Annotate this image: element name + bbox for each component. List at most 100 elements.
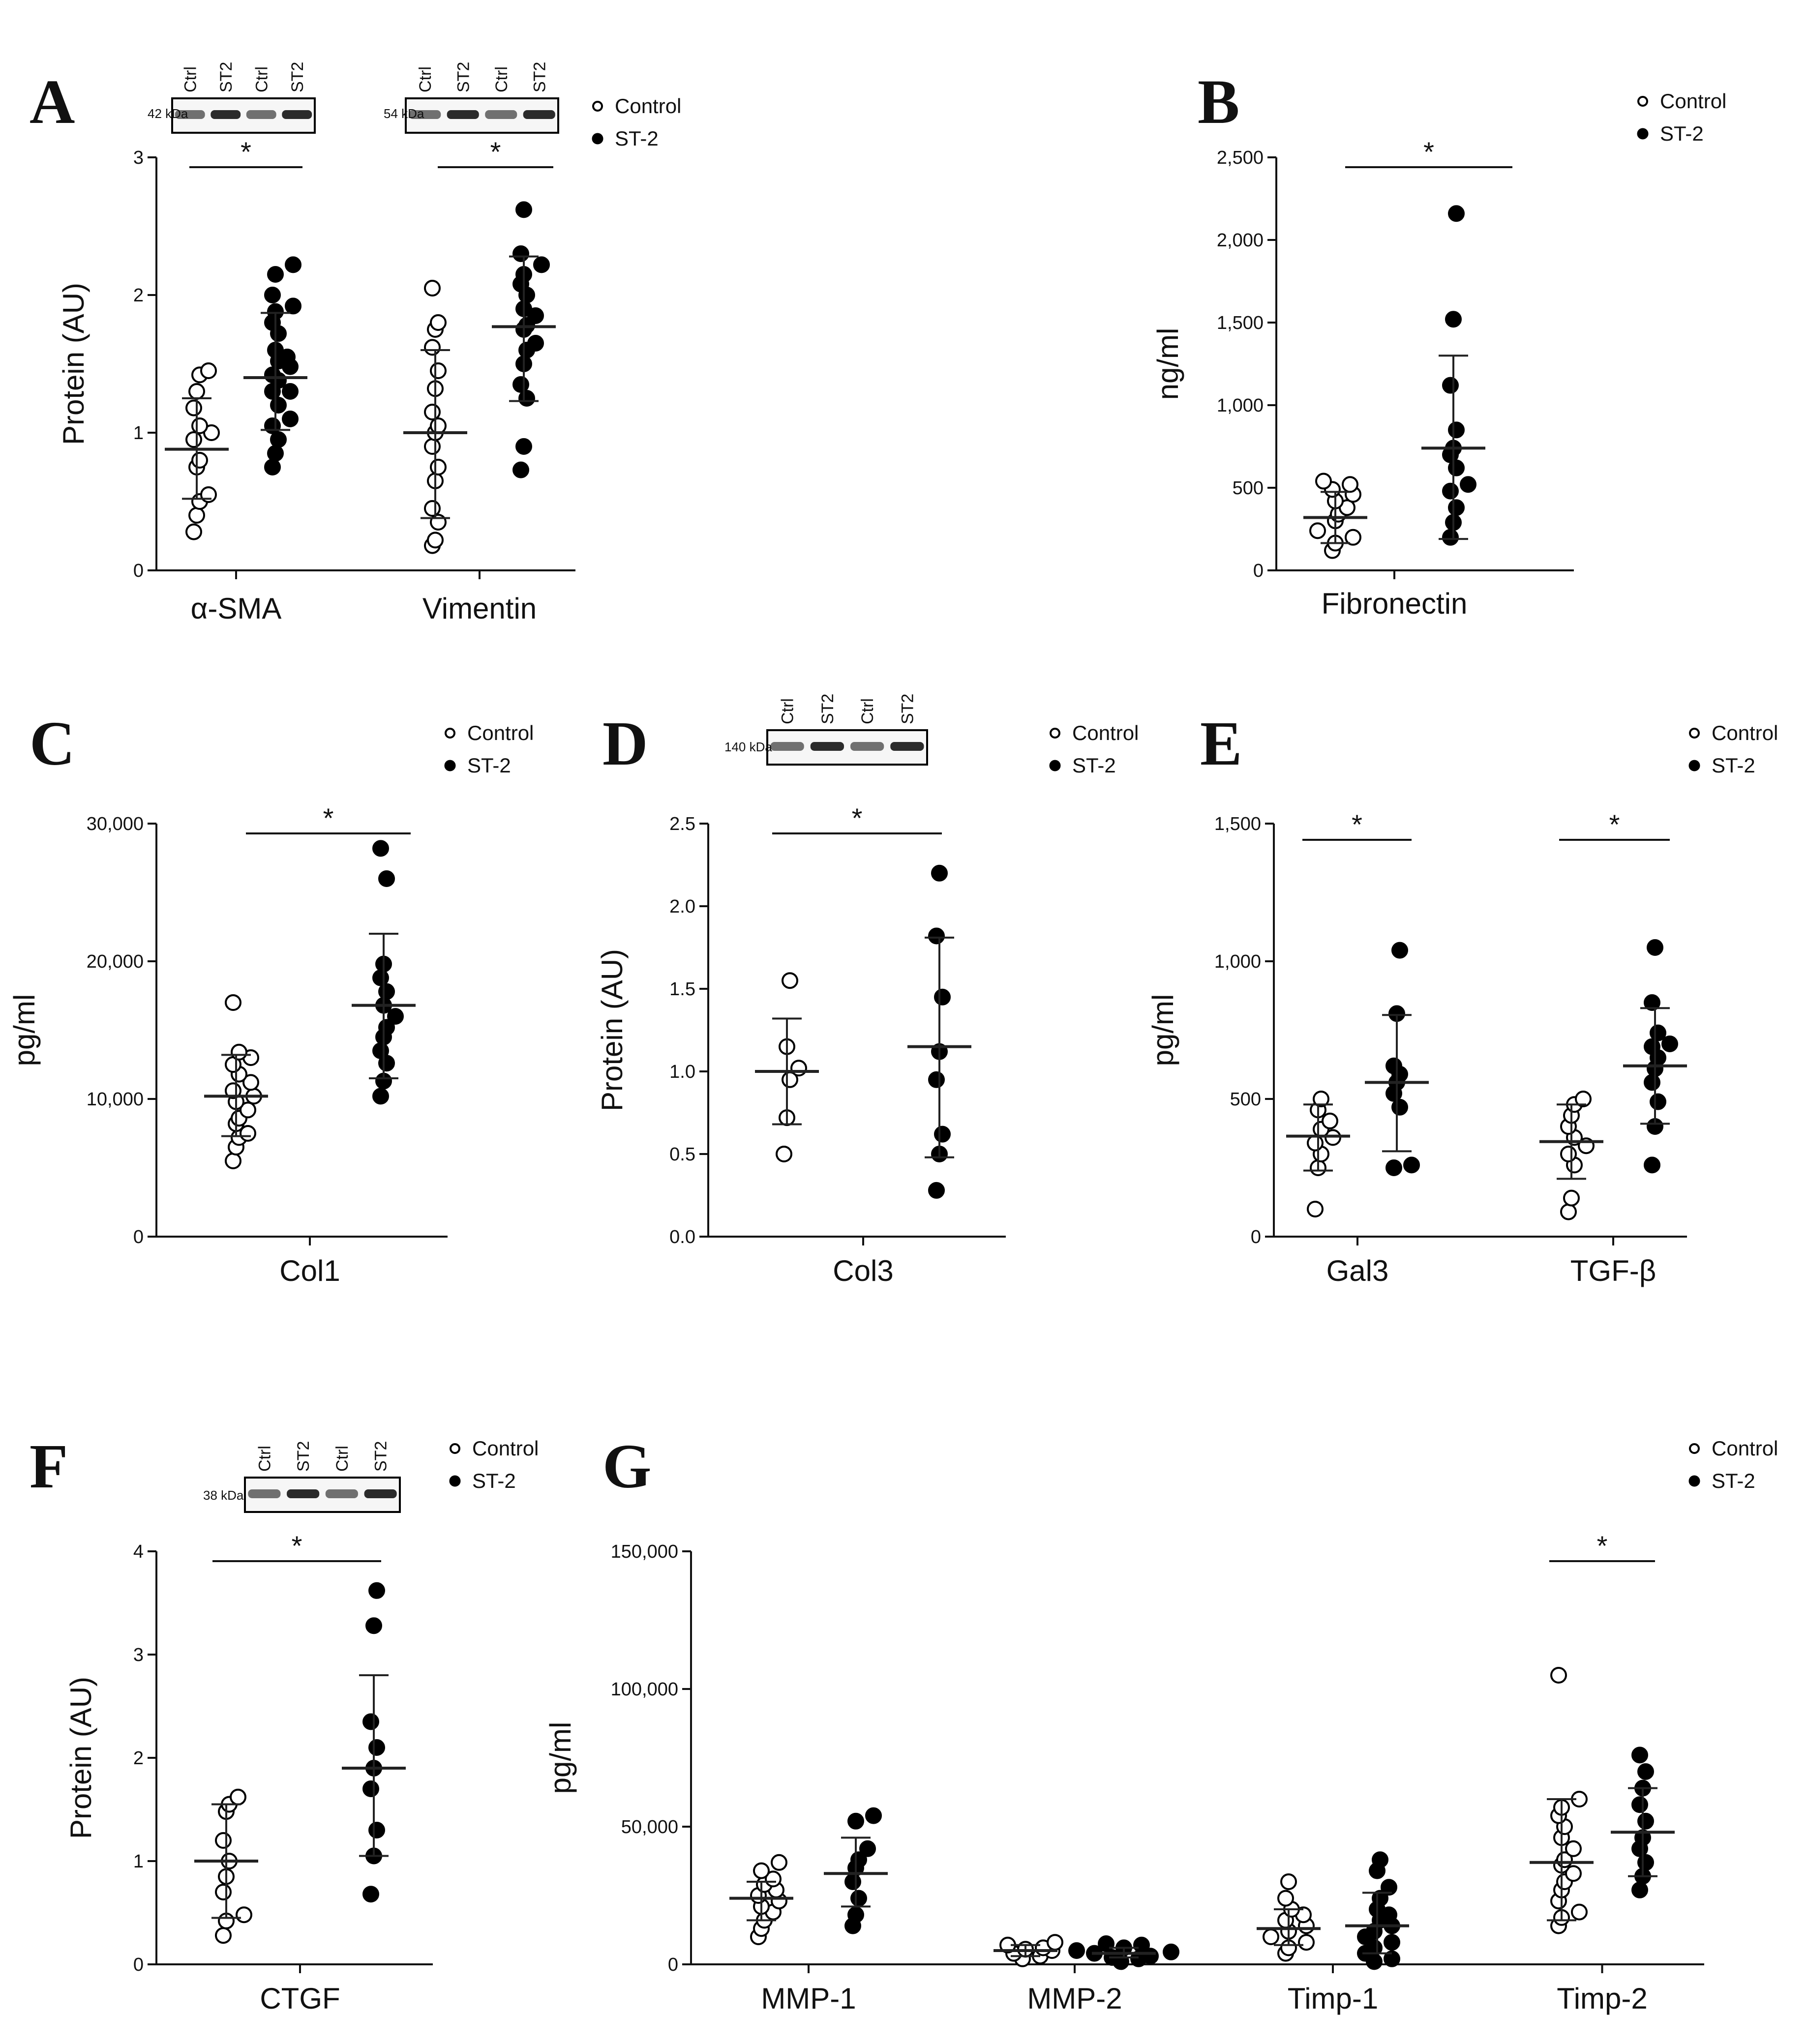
data-point — [934, 988, 951, 1006]
x-category-label: TGF-β — [1570, 1254, 1656, 1287]
blot-band — [282, 110, 312, 119]
series-control — [1257, 1873, 1321, 1962]
legend-label-st2: ST-2 — [472, 1469, 516, 1492]
data-point — [850, 1890, 867, 1907]
series-st2 — [352, 840, 416, 1105]
data-point — [518, 390, 535, 407]
blot-lane-label: ST2 — [530, 62, 549, 92]
significance-star: * — [292, 1530, 302, 1561]
panel-letter: B — [1198, 67, 1239, 137]
data-point — [191, 417, 208, 434]
legend-label-st2: ST-2 — [615, 127, 659, 150]
data-point — [1403, 1156, 1420, 1174]
y-tick-label: 2.5 — [669, 814, 695, 834]
x-category-label: Col1 — [279, 1254, 340, 1287]
y-tick-label: 1 — [133, 1851, 144, 1872]
blot-band — [211, 110, 241, 119]
data-point — [512, 461, 529, 478]
x-category-label: Gal3 — [1326, 1254, 1389, 1287]
y-tick-label: 0 — [133, 561, 144, 581]
blot-band — [409, 110, 441, 119]
data-point — [512, 376, 529, 393]
panel-letter: E — [1200, 709, 1242, 778]
blot-lane-label: Ctrl — [779, 698, 797, 724]
data-point — [424, 404, 441, 420]
y-tick-label: 3 — [133, 148, 144, 168]
legend-label-control: Control — [1072, 721, 1139, 744]
data-point — [512, 245, 529, 262]
significance-star: * — [1423, 136, 1434, 167]
blot-lane-label: ST2 — [217, 62, 236, 92]
series-control — [403, 280, 467, 554]
blot-lane-label: ST2 — [454, 62, 473, 92]
y-axis-label: pg/ml — [544, 1722, 577, 1794]
data-point — [1644, 1156, 1660, 1174]
data-point — [1385, 1159, 1402, 1176]
data-point — [1644, 1038, 1660, 1055]
y-tick-label: 500 — [1233, 478, 1264, 499]
data-point — [1661, 1036, 1678, 1052]
blot-band — [246, 110, 276, 119]
panel-f: F 0 1 2 3 4 Protein (AU) CTGF * Control ST-2 Ctrl ST… — [30, 1431, 539, 2015]
western-blot: Ctrl ST2 Ctrl ST2 42 kDa — [148, 62, 316, 134]
data-point — [362, 1886, 379, 1903]
data-point — [1309, 522, 1326, 539]
data-point — [427, 532, 444, 549]
data-point — [1163, 1943, 1179, 1960]
data-point — [782, 972, 798, 989]
data-point — [1307, 1134, 1324, 1152]
y-tick-label: 1 — [133, 423, 144, 444]
data-point — [931, 864, 948, 882]
data-point — [934, 1126, 951, 1143]
y-tick-label: 2,500 — [1217, 148, 1264, 168]
legend-label-st2: ST-2 — [1660, 122, 1704, 145]
data-point — [225, 994, 241, 1011]
x-category-label: MMP-2 — [1027, 1982, 1122, 2015]
significance-star: * — [1352, 809, 1362, 840]
significance-star: * — [852, 802, 863, 833]
data-point — [368, 1822, 385, 1838]
data-point — [362, 1713, 379, 1730]
legend-marker-st2 — [1637, 128, 1649, 140]
series-st2 — [492, 201, 556, 478]
data-point — [1068, 1942, 1085, 1959]
data-point — [865, 1807, 882, 1824]
legend: Control ST-2 — [1637, 89, 1726, 145]
series-st2 — [1421, 205, 1485, 546]
data-point — [1560, 1203, 1577, 1220]
data-point — [1322, 1112, 1338, 1129]
series-control — [994, 1934, 1063, 1967]
legend: Control ST-2 — [1688, 721, 1778, 777]
data-point — [515, 438, 532, 455]
series-control — [204, 994, 268, 1169]
data-point — [776, 1146, 792, 1162]
x-category-label: MMP-1 — [761, 1982, 856, 2015]
legend-marker-control — [1637, 96, 1648, 107]
data-point — [215, 1884, 232, 1900]
data-point — [185, 399, 202, 416]
blot-lane-label: ST2 — [818, 694, 837, 724]
blot-band — [850, 742, 884, 751]
x-category-label: Timp-1 — [1288, 1982, 1378, 2015]
panel-d: D 0.0 0.5 1.0 1.5 2.0 2.5 Protein (AU) Col3 * Cont… — [596, 694, 1139, 1287]
series-st2 — [1345, 1851, 1409, 1970]
x-category-label: α-SMA — [191, 592, 282, 625]
data-point — [859, 1840, 876, 1857]
data-point — [368, 1739, 385, 1756]
panel-letter: D — [602, 709, 648, 778]
data-point — [527, 335, 544, 352]
series-control — [729, 1854, 793, 1945]
data-point — [1565, 1840, 1582, 1857]
significance-star: * — [1597, 1530, 1608, 1561]
y-tick-label: 1,500 — [1217, 313, 1264, 333]
y-tick-label: 1,500 — [1214, 814, 1261, 834]
y-axis-label: Protein (AU) — [64, 1677, 97, 1839]
legend: Control ST-2 — [444, 721, 534, 777]
western-blot: Ctrl ST2 Ctrl ST2 38 kDa — [203, 1441, 401, 1513]
series-st2 — [1623, 939, 1687, 1174]
data-point — [1560, 1146, 1577, 1162]
data-point — [285, 297, 301, 315]
y-tick-label: 1,000 — [1217, 395, 1264, 416]
blot-lane-label: ST2 — [898, 694, 917, 724]
